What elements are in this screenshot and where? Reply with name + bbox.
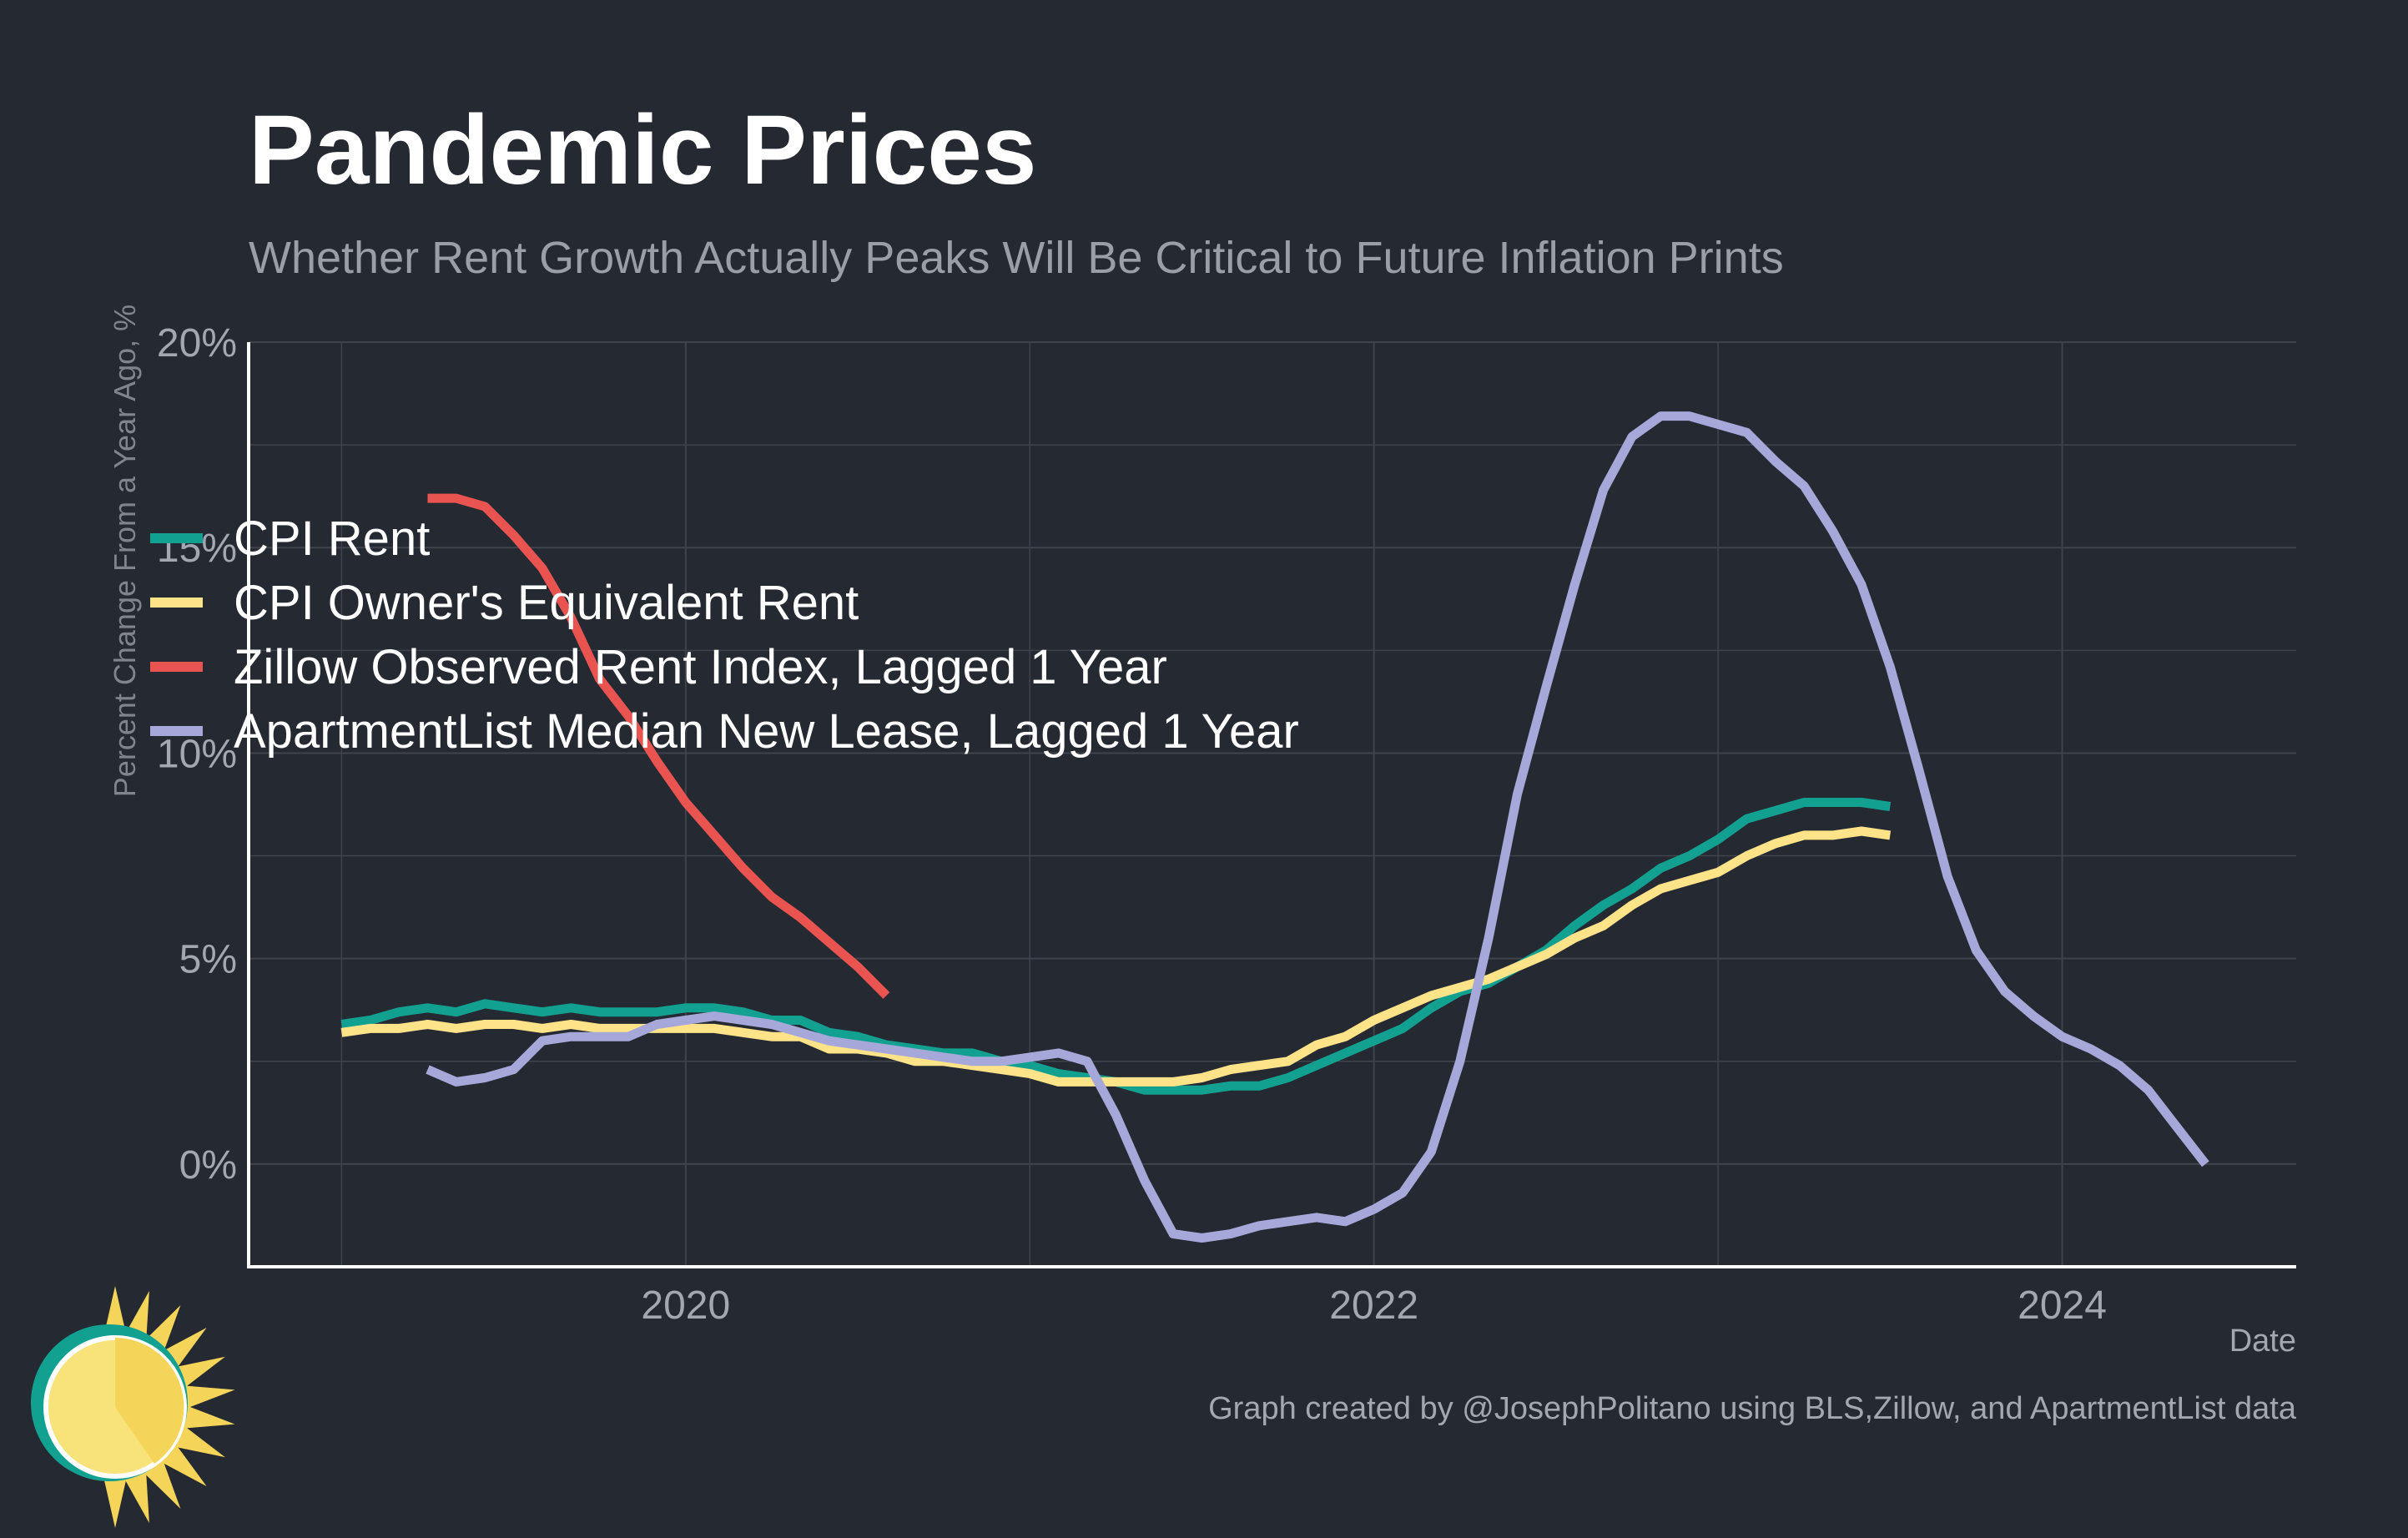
chart-title: Pandemic Prices bbox=[249, 95, 1037, 205]
x-tick-label: 2024 bbox=[2018, 1283, 2107, 1328]
sun-icon bbox=[31, 1286, 235, 1528]
series-line-1 bbox=[340, 798, 1892, 1095]
legend: CPI Rent CPI Owner's Equivalent Rent Zillo… bbox=[150, 512, 1299, 759]
x-axis-label: Date bbox=[2229, 1324, 2296, 1359]
x-tick-label: 2022 bbox=[1329, 1283, 1418, 1328]
axes: 0%5%10%15%20%2020 2022 2024 bbox=[157, 321, 2296, 1328]
x-tick-label: 2020 bbox=[641, 1283, 730, 1328]
series-line-4 bbox=[426, 411, 2209, 1243]
y-tick-label: 10% bbox=[157, 732, 237, 776]
legend-label: CPI Rent bbox=[234, 512, 430, 566]
y-tick-label: 5% bbox=[179, 938, 237, 982]
series-line-2 bbox=[340, 826, 1892, 1087]
y-axis-label: Percent Change From a Year Ago, % bbox=[108, 305, 142, 797]
series-line-3 bbox=[427, 493, 890, 999]
legend-label: Zillow Observed Rent Index, Lagged 1 Yea… bbox=[234, 640, 1167, 694]
grid-lines bbox=[249, 341, 2296, 1267]
y-tick-label: 0% bbox=[179, 1143, 237, 1188]
legend-label: CPI Owner's Equivalent Rent bbox=[234, 576, 859, 630]
y-tick-label: 20% bbox=[157, 321, 237, 366]
legend-label: ApartmentList Median New Lease, Lagged 1… bbox=[234, 704, 1299, 759]
chart-subtitle: Whether Rent Growth Actually Peaks Will … bbox=[249, 233, 1784, 283]
series-lines bbox=[340, 411, 2209, 1243]
source-caption: Graph created by @JosephPolitano using B… bbox=[1208, 1391, 2297, 1426]
